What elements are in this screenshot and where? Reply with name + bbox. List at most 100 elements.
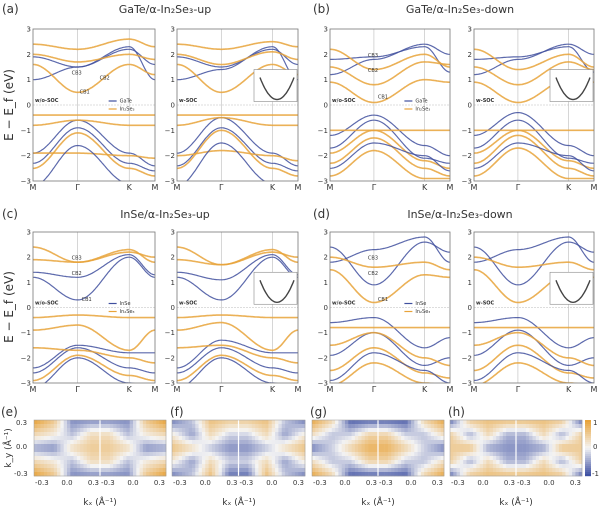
colorbar-segment bbox=[585, 428, 591, 431]
band-line bbox=[33, 119, 155, 167]
map-x-axis-label-h: kₓ (Å⁻¹) bbox=[499, 496, 533, 508]
map-cell bbox=[63, 432, 68, 437]
map-cell bbox=[103, 464, 107, 469]
map-cell bbox=[139, 424, 144, 429]
map-cell bbox=[90, 448, 94, 453]
map-cell bbox=[275, 428, 279, 433]
map-cell bbox=[522, 440, 527, 445]
map-cell bbox=[47, 456, 51, 461]
map-cell bbox=[318, 424, 323, 429]
map-cell bbox=[430, 424, 435, 429]
map-cell bbox=[67, 460, 71, 465]
map-cell bbox=[364, 452, 369, 457]
map-cell bbox=[133, 440, 137, 445]
panel-label-e: (e) bbox=[1, 405, 18, 419]
map-cell bbox=[558, 460, 563, 465]
map-cell bbox=[532, 460, 537, 465]
map-x-tick-label: -0.3 bbox=[173, 479, 187, 487]
map-cell bbox=[492, 440, 497, 445]
map-cell bbox=[549, 444, 553, 449]
map-cell bbox=[549, 428, 553, 433]
map-cell bbox=[152, 468, 157, 473]
map-cell bbox=[291, 472, 296, 477]
band-line bbox=[33, 254, 155, 278]
map-cell bbox=[404, 428, 408, 433]
map-cell bbox=[231, 456, 236, 461]
map-x-tick-label: 0.0 bbox=[61, 479, 72, 487]
map-cell bbox=[63, 420, 68, 425]
map-cell bbox=[159, 436, 163, 441]
map-cell bbox=[321, 452, 326, 457]
map-cell bbox=[195, 440, 199, 445]
map-cell bbox=[479, 420, 484, 425]
map-cell bbox=[93, 436, 97, 441]
map-cell bbox=[394, 456, 399, 461]
map-cell bbox=[181, 424, 186, 429]
map-cell bbox=[175, 432, 179, 437]
map-ytick: 0.3 bbox=[16, 419, 27, 427]
map-x-tick-label: -0.3 bbox=[101, 479, 115, 487]
map-cell bbox=[60, 468, 64, 473]
map-cell bbox=[404, 464, 408, 469]
map-cell bbox=[473, 432, 477, 437]
map-cell bbox=[394, 472, 399, 477]
map-cell bbox=[285, 436, 289, 441]
map-cell bbox=[208, 456, 213, 461]
map-cell bbox=[374, 444, 379, 449]
map-cell bbox=[476, 460, 480, 465]
map-cell bbox=[133, 468, 137, 473]
map-cell bbox=[301, 432, 306, 437]
map-cell bbox=[463, 444, 467, 449]
map-cell bbox=[575, 464, 579, 469]
map-cell bbox=[512, 472, 517, 477]
map-cell bbox=[496, 464, 500, 469]
map-cell bbox=[188, 460, 193, 465]
map-cell bbox=[479, 464, 484, 469]
map-cell bbox=[466, 452, 471, 457]
k-point-label: K bbox=[270, 183, 276, 192]
map-cell bbox=[225, 432, 229, 437]
map-cell bbox=[50, 432, 55, 437]
map-cell bbox=[361, 436, 366, 441]
map-cell bbox=[178, 420, 183, 425]
map-cell bbox=[285, 420, 289, 425]
map-cell bbox=[374, 448, 379, 453]
map-cell bbox=[96, 444, 101, 449]
map-cell bbox=[391, 436, 395, 441]
y-tick-label: −1 bbox=[318, 127, 328, 135]
map-cell bbox=[381, 460, 385, 465]
map-cell bbox=[188, 436, 193, 441]
map-cell bbox=[411, 456, 415, 461]
y-tick-label: 3 bbox=[27, 26, 31, 34]
map-cell bbox=[374, 452, 379, 457]
map-cell bbox=[136, 468, 140, 473]
map-cell bbox=[278, 444, 283, 449]
map-cell bbox=[123, 468, 127, 473]
map-cell bbox=[86, 460, 91, 465]
map-cell bbox=[63, 468, 68, 473]
map-cell bbox=[231, 464, 236, 469]
y-tick-label: 2 bbox=[171, 254, 175, 262]
map-cell bbox=[315, 424, 319, 429]
map-cell bbox=[109, 432, 114, 437]
map-cell bbox=[156, 464, 160, 469]
map-cell bbox=[345, 424, 349, 429]
map-cell bbox=[568, 432, 573, 437]
map-cell bbox=[575, 440, 579, 445]
map-cell bbox=[542, 468, 546, 473]
map-cell bbox=[172, 436, 176, 441]
map-cell bbox=[364, 472, 369, 477]
map-cell bbox=[335, 448, 339, 453]
map-cell bbox=[271, 424, 276, 429]
map-cell bbox=[568, 472, 573, 477]
map-cell bbox=[512, 456, 517, 461]
map-cell bbox=[496, 468, 500, 473]
map-cell bbox=[328, 432, 333, 437]
map-cell bbox=[268, 464, 273, 469]
map-cell bbox=[73, 432, 78, 437]
map-cell bbox=[235, 452, 239, 457]
map-cell bbox=[245, 472, 249, 477]
map-cell bbox=[384, 424, 389, 429]
map-cell bbox=[126, 428, 130, 433]
map-cell bbox=[248, 456, 253, 461]
